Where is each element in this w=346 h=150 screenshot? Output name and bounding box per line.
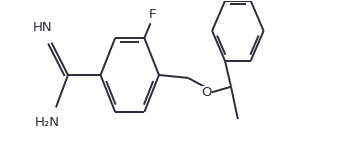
Text: HN: HN	[33, 21, 53, 34]
Text: O: O	[201, 86, 211, 99]
Text: F: F	[148, 8, 156, 21]
Text: H₂N: H₂N	[35, 116, 60, 129]
